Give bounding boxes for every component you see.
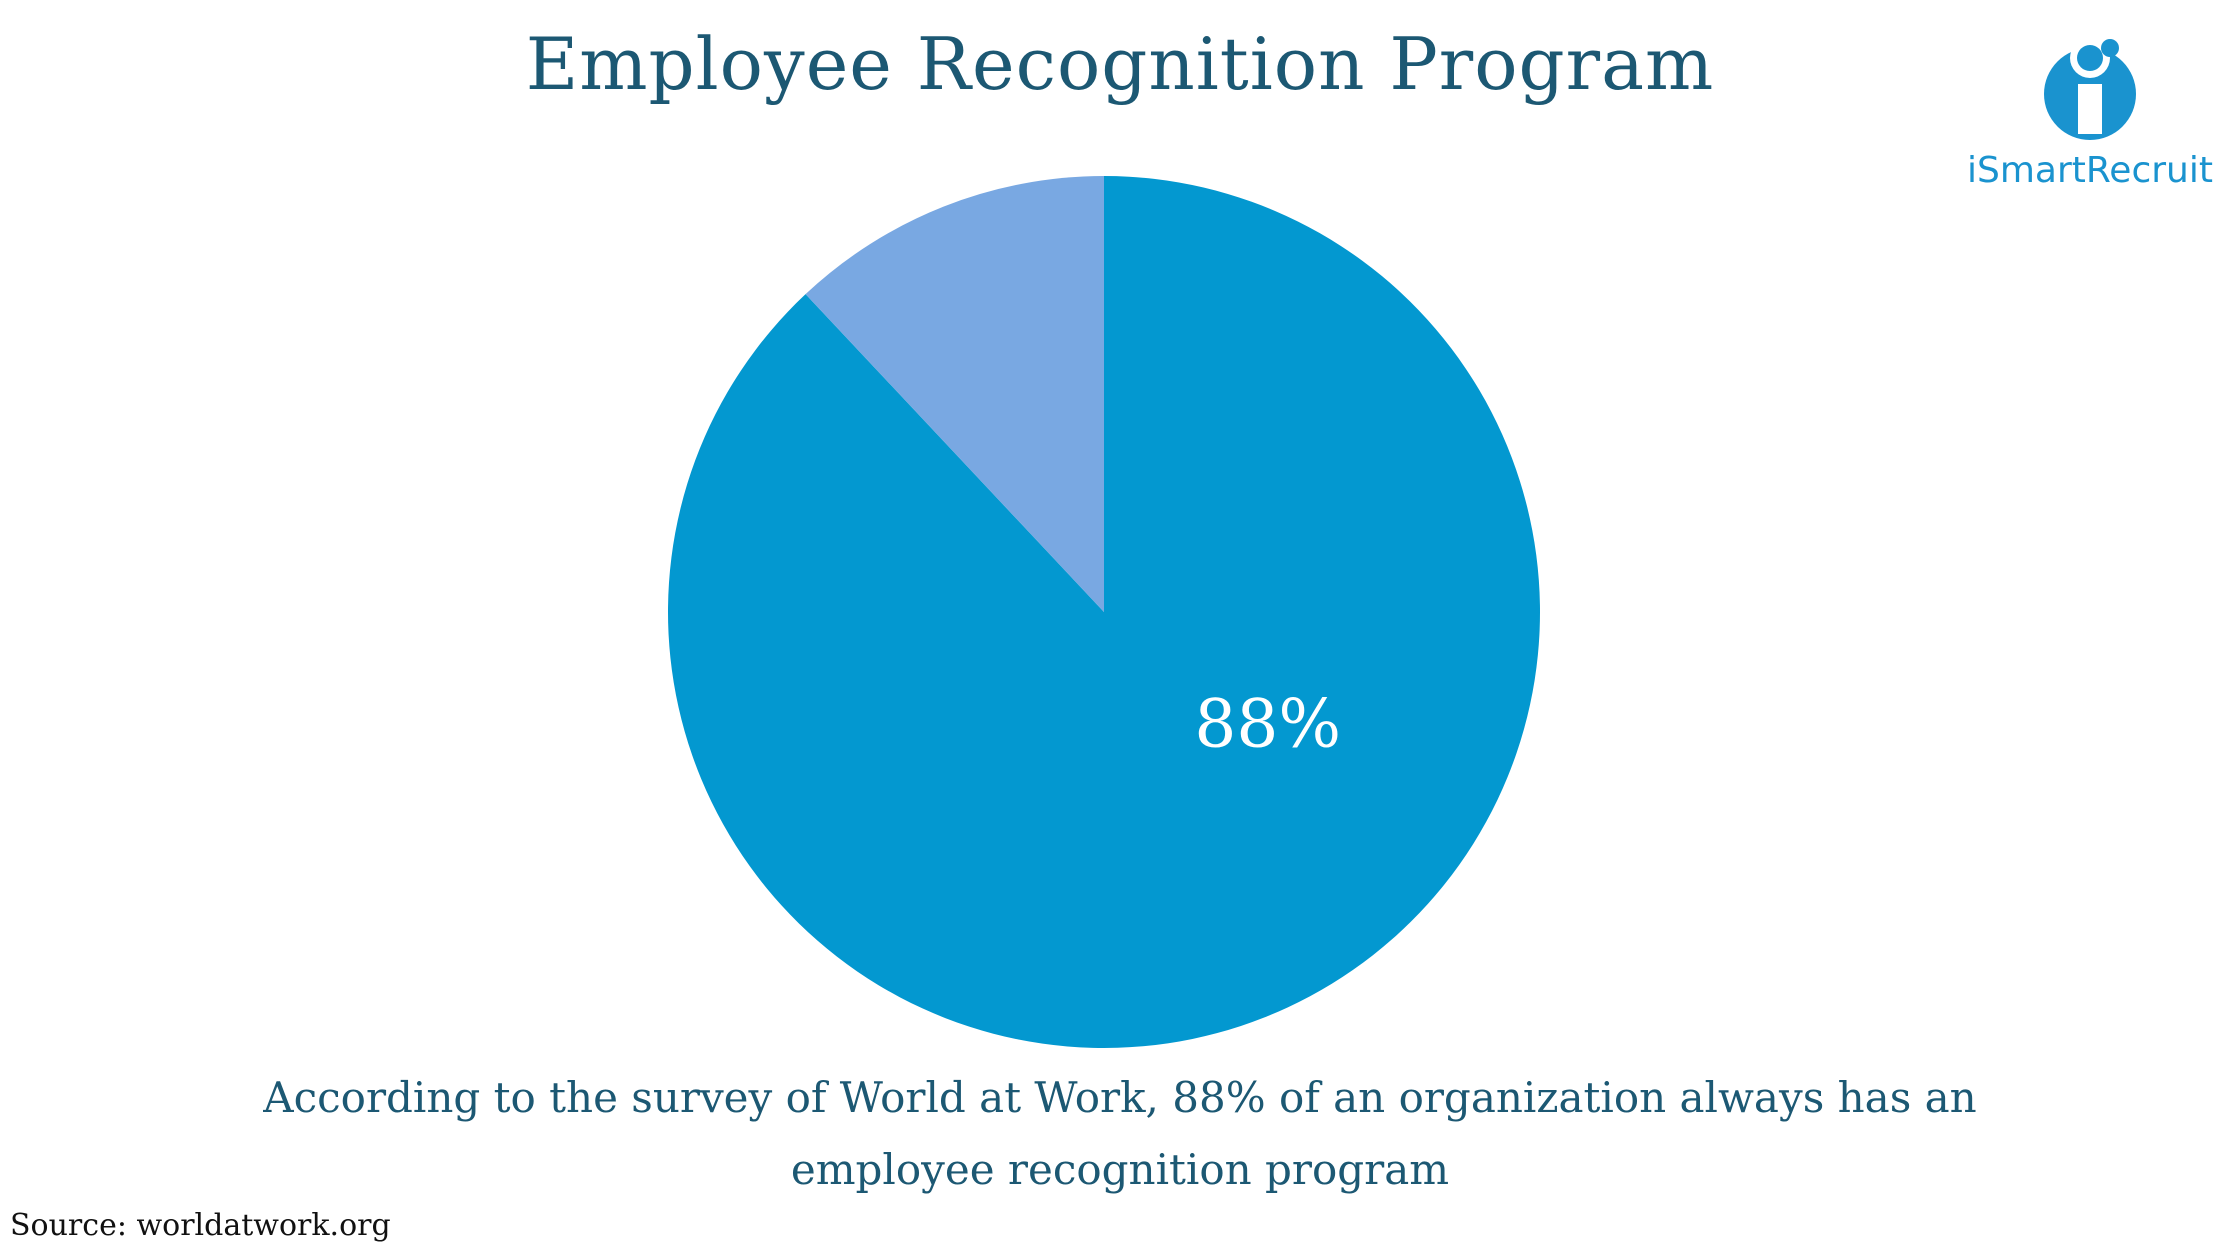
- caption-line-1: According to the survey of World at Work…: [263, 1073, 1977, 1122]
- brand-logo: iSmartRecruit: [1960, 36, 2220, 206]
- chart-title: Employee Recognition Program: [525, 22, 1715, 106]
- ismartrecruit-logo-icon: [2044, 38, 2136, 140]
- pie-slice-0: [667, 176, 1541, 1049]
- logo-text: iSmartRecruit: [1967, 150, 2213, 191]
- pie-slice-label-0: 88%: [1194, 686, 1341, 763]
- source-note: Source: worldatwork.org: [10, 1208, 391, 1243]
- caption-line-2: employee recognition program: [790, 1145, 1450, 1194]
- pie-slice-1: [805, 176, 1104, 612]
- chart-caption: According to the survey of World at Work…: [0, 1062, 2240, 1206]
